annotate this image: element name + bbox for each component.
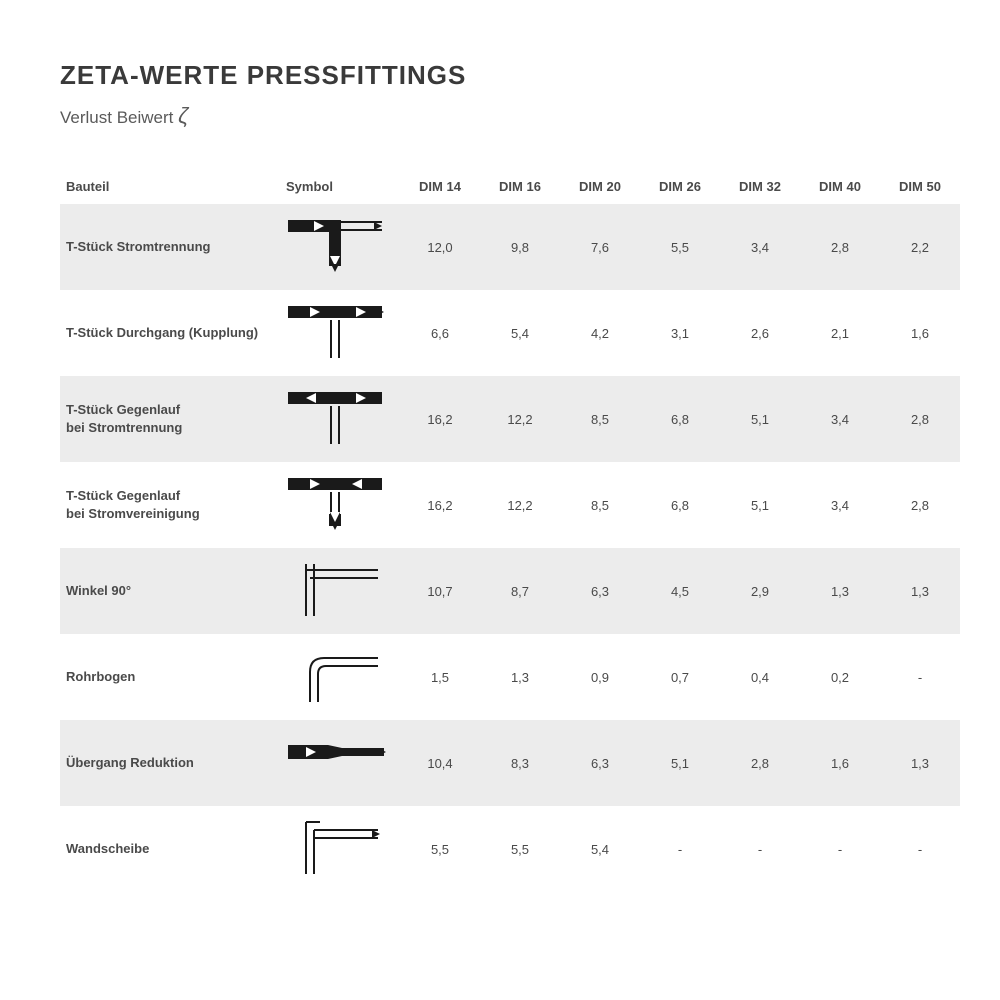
cell: 7,6 bbox=[560, 204, 640, 290]
cell: 1,6 bbox=[800, 720, 880, 806]
table-row: T-Stück Durchgang (Kupplung) 6,65,44,23,1… bbox=[60, 290, 960, 376]
cell: 6,3 bbox=[560, 720, 640, 806]
cell: 0,7 bbox=[640, 634, 720, 720]
cell: 2,1 bbox=[800, 290, 880, 376]
cell: 2,8 bbox=[880, 462, 960, 548]
cell: 12,2 bbox=[480, 376, 560, 462]
cell: 9,8 bbox=[480, 204, 560, 290]
row-label: Rohrbogen bbox=[60, 634, 280, 720]
cell: 4,5 bbox=[640, 548, 720, 634]
table-header-row: Bauteil Symbol DIM 14 DIM 16 DIM 20 DIM … bbox=[60, 169, 960, 204]
cell: 5,5 bbox=[480, 806, 560, 892]
cell: - bbox=[800, 806, 880, 892]
cell: 2,6 bbox=[720, 290, 800, 376]
cell: 6,6 bbox=[400, 290, 480, 376]
tee_counter_split-icon bbox=[280, 376, 400, 462]
row-label: Wandscheibe bbox=[60, 806, 280, 892]
table-row: Wandscheibe5,55,55,4---- bbox=[60, 806, 960, 892]
cell: 12,0 bbox=[400, 204, 480, 290]
cell: 1,3 bbox=[480, 634, 560, 720]
page-title: ZETA-WERTE PRESSFITTINGS bbox=[60, 60, 950, 91]
col-dim-5: DIM 40 bbox=[800, 169, 880, 204]
row-label: T-Stück Durchgang (Kupplung) bbox=[60, 290, 280, 376]
row-label: T-Stück Gegenlaufbei Stromvereinigung bbox=[60, 462, 280, 548]
cell: 0,4 bbox=[720, 634, 800, 720]
cell: 2,8 bbox=[800, 204, 880, 290]
cell: 2,8 bbox=[720, 720, 800, 806]
cell: 5,1 bbox=[720, 462, 800, 548]
cell: 8,7 bbox=[480, 548, 560, 634]
row-label: T-Stück Stromtrennung bbox=[60, 204, 280, 290]
col-dim-4: DIM 32 bbox=[720, 169, 800, 204]
cell: 1,6 bbox=[880, 290, 960, 376]
table-row: Rohrbogen 1,51,30,90,70,40,2- bbox=[60, 634, 960, 720]
col-dim-2: DIM 20 bbox=[560, 169, 640, 204]
cell: 4,2 bbox=[560, 290, 640, 376]
cell: 3,4 bbox=[800, 376, 880, 462]
col-dim-3: DIM 26 bbox=[640, 169, 720, 204]
col-bauteil: Bauteil bbox=[60, 169, 280, 204]
zeta-symbol: ζ bbox=[178, 103, 188, 128]
table-row: Winkel 90°10,78,76,34,52,91,31,3 bbox=[60, 548, 960, 634]
subtitle-prefix: Verlust Beiwert bbox=[60, 108, 178, 127]
elbow_sharp-icon bbox=[280, 548, 400, 634]
cell: 3,4 bbox=[720, 204, 800, 290]
cell: - bbox=[880, 634, 960, 720]
tee_through-icon bbox=[280, 290, 400, 376]
cell: 5,4 bbox=[560, 806, 640, 892]
col-dim-1: DIM 16 bbox=[480, 169, 560, 204]
row-label: Übergang Reduktion bbox=[60, 720, 280, 806]
cell: 2,8 bbox=[880, 376, 960, 462]
table-row: T-Stück Stromtrennung 12,09,87,65,53,42,8… bbox=[60, 204, 960, 290]
cell: 10,4 bbox=[400, 720, 480, 806]
cell: 3,1 bbox=[640, 290, 720, 376]
cell: 5,1 bbox=[640, 720, 720, 806]
cell: 1,3 bbox=[800, 548, 880, 634]
cell: 8,5 bbox=[560, 462, 640, 548]
elbow_round-icon bbox=[280, 634, 400, 720]
cell: 0,9 bbox=[560, 634, 640, 720]
page-subtitle: Verlust Beiwert ζ bbox=[60, 103, 950, 129]
cell: 5,5 bbox=[400, 806, 480, 892]
cell: 8,3 bbox=[480, 720, 560, 806]
cell: 6,3 bbox=[560, 548, 640, 634]
cell: 6,8 bbox=[640, 376, 720, 462]
cell: 0,2 bbox=[800, 634, 880, 720]
zeta-table: Bauteil Symbol DIM 14 DIM 16 DIM 20 DIM … bbox=[60, 169, 960, 892]
cell: 2,2 bbox=[880, 204, 960, 290]
cell: - bbox=[880, 806, 960, 892]
wall_elbow-icon bbox=[280, 806, 400, 892]
cell: 8,5 bbox=[560, 376, 640, 462]
table-row: T-Stück Gegenlaufbei Stromtrennung 16,212… bbox=[60, 376, 960, 462]
cell: 1,3 bbox=[880, 548, 960, 634]
cell: 16,2 bbox=[400, 462, 480, 548]
cell: 12,2 bbox=[480, 462, 560, 548]
cell: 3,4 bbox=[800, 462, 880, 548]
table-row: T-Stück Gegenlaufbei Stromvereinigung 16,… bbox=[60, 462, 960, 548]
table-row: Übergang Reduktion 10,48,36,35,12,81,61,3 bbox=[60, 720, 960, 806]
cell: 6,8 bbox=[640, 462, 720, 548]
col-dim-6: DIM 50 bbox=[880, 169, 960, 204]
cell: 5,4 bbox=[480, 290, 560, 376]
col-symbol: Symbol bbox=[280, 169, 400, 204]
cell: 10,7 bbox=[400, 548, 480, 634]
row-label: Winkel 90° bbox=[60, 548, 280, 634]
cell: - bbox=[640, 806, 720, 892]
cell: 5,1 bbox=[720, 376, 800, 462]
tee_counter_merge-icon bbox=[280, 462, 400, 548]
cell: 1,3 bbox=[880, 720, 960, 806]
cell: 5,5 bbox=[640, 204, 720, 290]
tee_split-icon bbox=[280, 204, 400, 290]
cell: 16,2 bbox=[400, 376, 480, 462]
col-dim-0: DIM 14 bbox=[400, 169, 480, 204]
cell: 1,5 bbox=[400, 634, 480, 720]
row-label: T-Stück Gegenlaufbei Stromtrennung bbox=[60, 376, 280, 462]
reduction-icon bbox=[280, 720, 400, 806]
cell: 2,9 bbox=[720, 548, 800, 634]
cell: - bbox=[720, 806, 800, 892]
